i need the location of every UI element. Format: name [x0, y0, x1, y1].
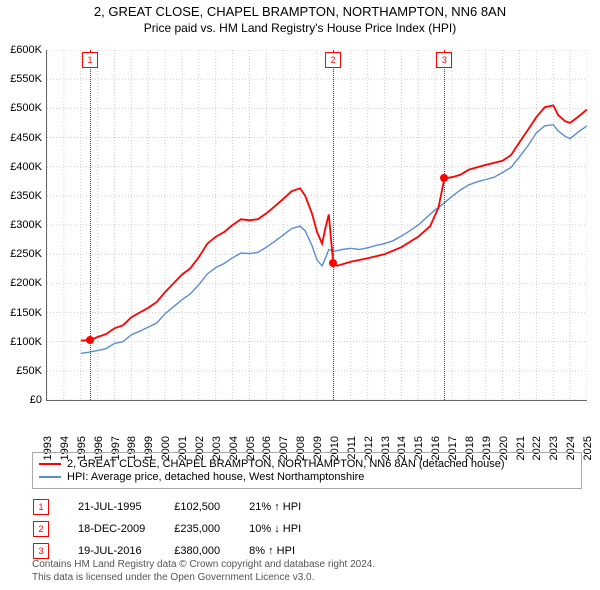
marker-dot	[329, 259, 337, 267]
title-line1: 2, GREAT CLOSE, CHAPEL BRAMPTON, NORTHAM…	[0, 4, 600, 19]
chart-plot-area: 1 2 3	[46, 50, 587, 401]
transaction-price: £102,500	[173, 498, 248, 516]
title-line2: Price paid vs. HM Land Registry's House …	[0, 21, 600, 35]
x-axis-labels: 1993199419951996199719981999200020012002…	[46, 404, 586, 444]
y-tick-label: £600K	[10, 44, 42, 56]
legend-box: 2, GREAT CLOSE, CHAPEL BRAMPTON, NORTHAM…	[32, 452, 582, 489]
y-axis-labels: £0£50K£100K£150K£200K£250K£300K£350K£400…	[0, 50, 44, 400]
transaction-date: 18-DEC-2009	[77, 520, 173, 538]
transaction-delta: 21% ↑ HPI	[248, 498, 329, 516]
transaction-delta: 8% ↑ HPI	[248, 542, 329, 560]
y-tick-label: £350K	[10, 190, 42, 202]
y-tick-label: £0	[30, 394, 42, 406]
legend-label: HPI: Average price, detached house, West…	[67, 471, 364, 483]
transaction-row: 2 18-DEC-2009£235,00010% ↓ HPI	[32, 520, 329, 538]
marker-dot	[440, 174, 448, 182]
transaction-row: 3 19-JUL-2016£380,0008% ↑ HPI	[32, 542, 329, 560]
y-tick-label: £400K	[10, 161, 42, 173]
transaction-badge: 1	[33, 499, 49, 515]
marker-line	[90, 50, 91, 400]
y-tick-label: £500K	[10, 102, 42, 114]
footer-line2: This data is licensed under the Open Gov…	[32, 572, 568, 585]
legend-swatch	[39, 463, 61, 465]
y-tick-label: £250K	[10, 248, 42, 260]
marker-badge: 2	[325, 52, 341, 68]
marker-badge: 3	[436, 52, 452, 68]
transaction-date: 21-JUL-1995	[77, 498, 173, 516]
marker-line	[333, 50, 334, 400]
marker-dot	[86, 336, 94, 344]
transaction-row: 1 21-JUL-1995£102,50021% ↑ HPI	[32, 498, 329, 516]
footer-attribution: Contains HM Land Registry data © Crown c…	[32, 559, 568, 584]
footer-line1: Contains HM Land Registry data © Crown c…	[32, 559, 568, 572]
transactions-table: 1 21-JUL-1995£102,50021% ↑ HPI 2 18-DEC-200…	[32, 494, 568, 564]
transaction-price: £380,000	[173, 542, 248, 560]
chart-svg	[47, 50, 587, 400]
marker-badge: 1	[82, 52, 98, 68]
legend-row: HPI: Average price, detached house, West…	[39, 471, 575, 483]
transaction-date: 19-JUL-2016	[77, 542, 173, 560]
transaction-delta: 10% ↓ HPI	[248, 520, 329, 538]
y-tick-label: £50K	[16, 365, 42, 377]
legend-row: 2, GREAT CLOSE, CHAPEL BRAMPTON, NORTHAM…	[39, 458, 575, 470]
y-tick-label: £100K	[10, 336, 42, 348]
legend-label: 2, GREAT CLOSE, CHAPEL BRAMPTON, NORTHAM…	[67, 458, 505, 470]
marker-line	[444, 50, 445, 400]
transaction-badge: 3	[33, 543, 49, 559]
y-tick-label: £300K	[10, 219, 42, 231]
chart-titles: 2, GREAT CLOSE, CHAPEL BRAMPTON, NORTHAM…	[0, 4, 600, 35]
transaction-price: £235,000	[173, 520, 248, 538]
y-tick-label: £200K	[10, 277, 42, 289]
legend-swatch	[39, 476, 61, 478]
y-tick-label: £550K	[10, 73, 42, 85]
transaction-badge: 2	[33, 521, 49, 537]
y-tick-label: £450K	[10, 132, 42, 144]
x-tick-label: 2025	[582, 436, 594, 460]
y-tick-label: £150K	[10, 307, 42, 319]
